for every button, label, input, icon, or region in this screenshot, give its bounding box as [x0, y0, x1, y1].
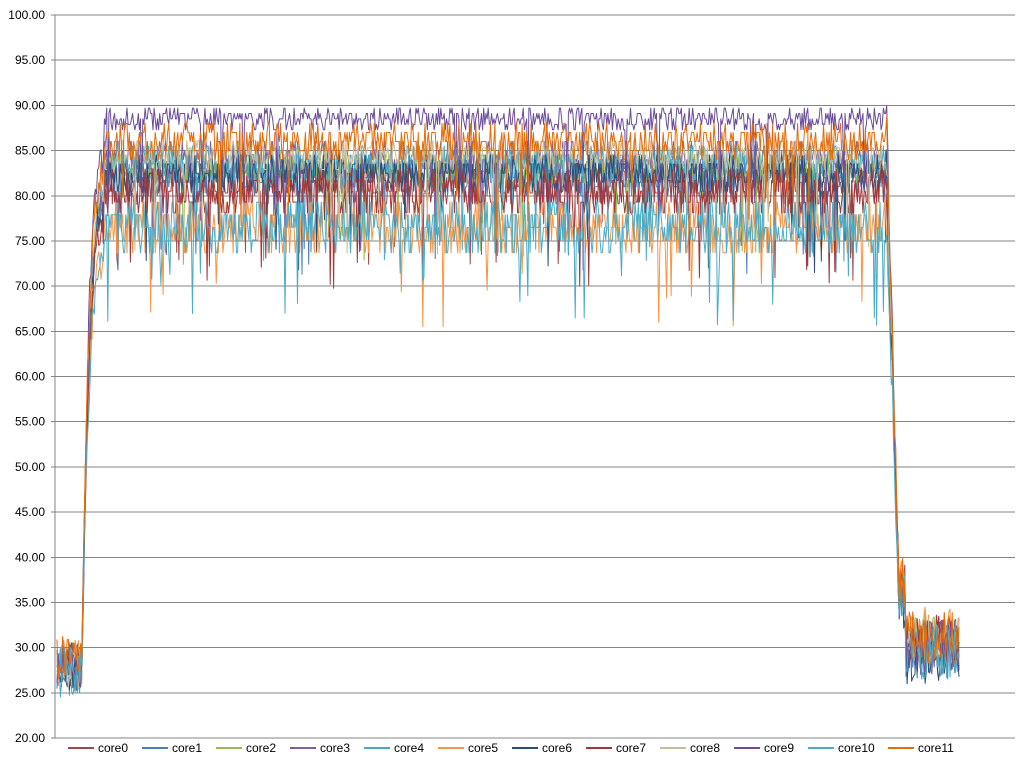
- y-axis: 20.00 25.00 30.00 35.00 40.00 45.00 50.00 55.00…: [8, 8, 56, 745]
- legend-item-core6: core6: [512, 741, 572, 755]
- legend-item-core3: core3: [290, 741, 350, 755]
- legend-label: core1: [172, 741, 202, 755]
- series-line-core8: [56, 140, 960, 689]
- legend-item-core10: core10: [808, 741, 875, 755]
- y-tick-label: 20.00: [15, 731, 45, 745]
- y-tick-label: 30.00: [15, 641, 45, 655]
- legend-item-core0: core0: [68, 741, 128, 755]
- legend-label: core9: [764, 741, 794, 755]
- series-line-core11: [56, 116, 960, 680]
- legend-label: core11: [918, 741, 954, 755]
- legend-label: core8: [690, 741, 720, 755]
- y-tick-label: 85.00: [15, 144, 45, 158]
- legend-label: core3: [320, 741, 350, 755]
- y-tick-label: 40.00: [15, 550, 45, 564]
- legend-label: core10: [838, 741, 875, 755]
- legend-item-core5: core5: [438, 741, 498, 755]
- legend-label: core7: [616, 741, 646, 755]
- y-tick-label: 50.00: [15, 460, 45, 474]
- y-tick-label: 100.00: [8, 8, 45, 22]
- y-tick-label: 35.00: [15, 595, 45, 609]
- y-tick-label: 45.00: [15, 505, 45, 519]
- legend-label: core2: [246, 741, 276, 755]
- legend-item-core11: core11: [888, 741, 954, 755]
- y-tick-label: 65.00: [15, 324, 45, 338]
- legend-label: core4: [394, 741, 424, 755]
- series-line-core9: [56, 104, 960, 688]
- y-tick-label: 55.00: [15, 415, 45, 429]
- y-tick-label: 70.00: [15, 279, 45, 293]
- legend: core0 core1 core2 core3 core4 core5 core6 core7…: [68, 741, 954, 755]
- y-tick-label: 60.00: [15, 370, 45, 384]
- legend-item-core1: core1: [142, 741, 202, 755]
- series-lines: [56, 104, 960, 698]
- legend-item-core4: core4: [364, 741, 424, 755]
- legend-item-core2: core2: [216, 741, 276, 755]
- y-tick-label: 80.00: [15, 189, 45, 203]
- legend-label: core6: [542, 741, 572, 755]
- legend-label: core0: [98, 741, 128, 755]
- legend-item-core8: core8: [660, 741, 720, 755]
- legend-item-core7: core7: [586, 741, 646, 755]
- y-tick-label: 90.00: [15, 98, 45, 112]
- legend-item-core9: core9: [734, 741, 794, 755]
- y-tick-label: 25.00: [15, 686, 45, 700]
- y-tick-label: 95.00: [15, 53, 45, 67]
- legend-label: core5: [468, 741, 498, 755]
- y-tick-label: 75.00: [15, 234, 45, 248]
